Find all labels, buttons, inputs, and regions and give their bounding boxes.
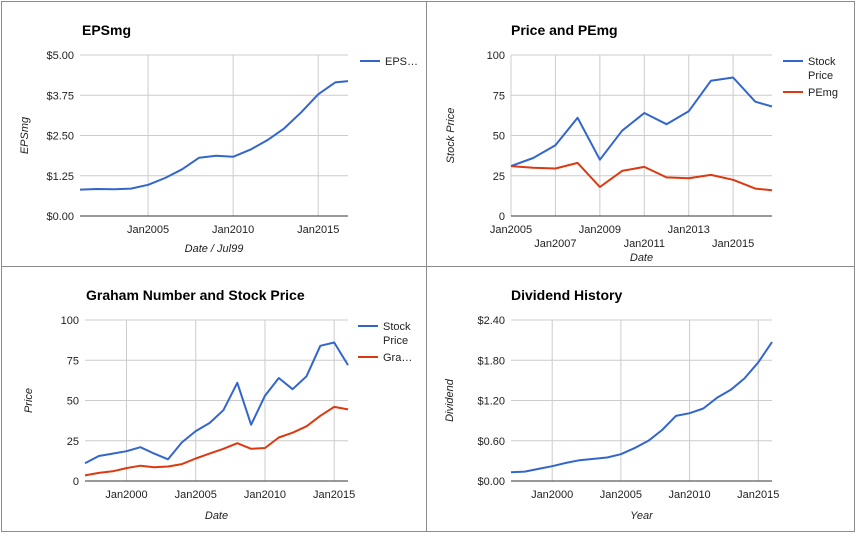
epsmg-y-tick-label: $0.00 xyxy=(46,211,74,223)
graham-x-tick-label: Jan2010 xyxy=(244,489,286,501)
graham-x-tick-label: Jan2015 xyxy=(313,489,355,501)
price-pemg-x-tick-label: Jan2013 xyxy=(668,224,710,236)
price-pemg-series-2-line xyxy=(510,161,773,192)
price-pemg-legend-label: PEmg xyxy=(808,87,838,99)
price-pemg-x-tick-label: Jan2009 xyxy=(579,224,621,236)
chart-panel-graham: Graham Number and Stock Price 0 25 50 75 100 J… xyxy=(1,266,427,532)
price-pemg-x-tick-label: Jan2011 xyxy=(624,238,665,250)
dividend-x-tick-label: Jan2015 xyxy=(737,489,779,501)
epsmg-title: EPSmg xyxy=(82,22,131,38)
chart-panel-epsmg: EPSmg $0.00 $1.25 $2.50 $3.75 $5.00 Jan2005 Jan… xyxy=(1,1,427,267)
graham-legend-label: Gra… xyxy=(383,352,412,364)
price-pemg-y-axis-label: Stock Price xyxy=(445,108,457,164)
graham-y-tick-label: 0 xyxy=(73,476,79,488)
graham-series-2-line xyxy=(84,405,349,477)
dividend-x-tick-label: Jan2010 xyxy=(668,489,710,501)
price-pemg-x-tick-label: Jan2007 xyxy=(534,238,576,250)
price-pemg-series-1-line xyxy=(510,76,773,168)
price-pemg-y-tick-label: 50 xyxy=(493,131,505,143)
chart-dividend-history: Dividend History $0.00 $0.60 $1.20 $1.80 $2.4… xyxy=(444,287,779,522)
epsmg-y-tick-label: $5.00 xyxy=(46,50,74,62)
epsmg-x-axis-label: Date / Jul99 xyxy=(185,243,244,255)
graham-x-axis-label: Date xyxy=(205,510,228,522)
graham-series-1-line xyxy=(84,341,349,465)
graham-x-tick-label: Jan2005 xyxy=(175,489,217,501)
epsmg-y-tick-label: $2.50 xyxy=(46,131,74,143)
chart-epsmg: EPSmg $0.00 $1.25 $2.50 $3.75 $5.00 Jan2005 Jan… xyxy=(19,22,418,255)
price-pemg-x-tick-label: Jan2005 xyxy=(490,224,532,236)
graham-y-tick-label: 50 xyxy=(67,396,79,408)
chart-panel-price-pemg: Price and PEmg 0 25 50 75 100 Jan2005 Jan2007 Ja… xyxy=(426,1,855,267)
graham-y-tick-label: 100 xyxy=(61,315,79,327)
price-pemg-y-tick-label: 25 xyxy=(493,171,505,183)
price-pemg-x-tick-label: Jan2015 xyxy=(712,238,754,250)
dividend-y-tick-label: $0.60 xyxy=(477,436,505,448)
chart-panel-dividend: Dividend History $0.00 $0.60 $1.20 $1.80 $2.4… xyxy=(426,266,855,532)
graham-y-tick-label: 75 xyxy=(67,355,79,367)
dividend-series-1-line xyxy=(510,341,773,474)
dividend-y-tick-label: $2.40 xyxy=(477,315,505,327)
price-pemg-y-tick-label: 100 xyxy=(487,50,505,62)
chart-graham-number: Graham Number and Stock Price 0 25 50 75 100 J… xyxy=(23,287,412,522)
price-pemg-title: Price and PEmg xyxy=(511,22,618,38)
price-pemg-x-axis-label: Date xyxy=(630,252,653,264)
epsmg-legend-label: EPS… xyxy=(385,56,418,68)
epsmg-x-tick-label: Jan2005 xyxy=(127,224,169,236)
dividend-x-tick-label: Jan2005 xyxy=(600,489,642,501)
epsmg-y-tick-label: $3.75 xyxy=(46,90,74,102)
price-pemg-legend-label: Stock Price xyxy=(808,56,836,82)
dividend-y-tick-label: $1.20 xyxy=(477,396,505,408)
dividend-y-tick-label: $0.00 xyxy=(477,476,505,488)
price-pemg-y-tick-label: 0 xyxy=(499,211,505,223)
dividend-y-axis-label: Dividend xyxy=(444,378,456,422)
dividend-title: Dividend History xyxy=(511,287,622,303)
dividend-x-axis-label: Year xyxy=(630,510,654,522)
graham-x-tick-label: Jan2000 xyxy=(105,489,147,501)
epsmg-x-tick-label: Jan2010 xyxy=(212,224,254,236)
epsmg-y-axis-label: EPSmg xyxy=(19,116,31,154)
epsmg-y-tick-label: $1.25 xyxy=(46,171,74,183)
price-pemg-y-tick-label: 75 xyxy=(493,90,505,102)
graham-title: Graham Number and Stock Price xyxy=(86,287,305,303)
chart-price-pemg: Price and PEmg0255075100Jan2005Jan2007Ja… xyxy=(445,22,838,264)
epsmg-x-tick-label: Jan2015 xyxy=(297,224,339,236)
graham-legend-label: Stock Price xyxy=(383,321,411,347)
graham-y-axis-label: Price xyxy=(23,388,35,413)
dividend-y-tick-label: $1.80 xyxy=(477,355,505,367)
graham-y-tick-label: 25 xyxy=(67,436,79,448)
epsmg-series-1-line xyxy=(79,80,349,191)
dividend-x-tick-label: Jan2000 xyxy=(531,489,573,501)
